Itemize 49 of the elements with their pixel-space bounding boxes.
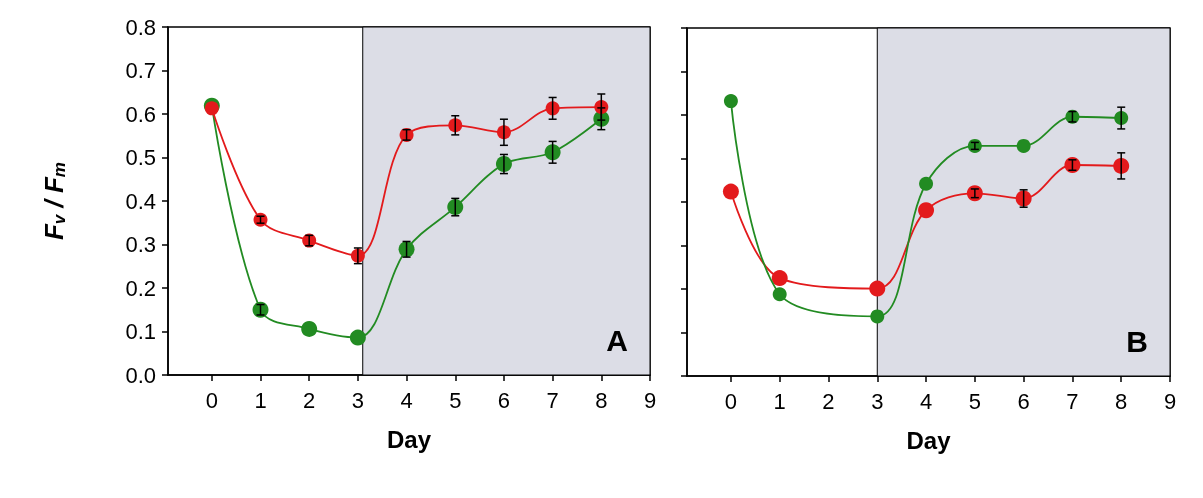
- y-tick-label: 0.8: [125, 14, 156, 40]
- y-axis-title: Fv / Fm: [38, 161, 69, 241]
- point: [723, 94, 738, 109]
- x-tick-label: 6: [1017, 388, 1030, 414]
- y-tick-label: 0.0: [125, 362, 156, 388]
- annotation: B: [1126, 324, 1149, 358]
- point: [301, 320, 318, 337]
- point: [870, 309, 885, 324]
- x-tick-label: 4: [919, 388, 933, 414]
- y-tick-label: 0.7: [125, 58, 156, 83]
- x-tick-label: 2: [303, 387, 316, 413]
- y-tick-label: 0.6: [125, 101, 156, 127]
- point: [447, 199, 464, 216]
- x-tick-label: 7: [1066, 388, 1079, 414]
- x-tick-label: 2: [822, 388, 835, 414]
- point: [771, 270, 788, 287]
- y-tick-label: 0.3: [125, 232, 156, 257]
- point: [349, 329, 366, 346]
- point: [722, 183, 739, 200]
- y-tick-label: 0.2: [125, 275, 156, 301]
- x-tick-label: 0: [205, 387, 218, 413]
- point: [544, 144, 561, 161]
- x-axis-title: Day: [386, 425, 432, 453]
- point: [1016, 138, 1031, 153]
- point: [772, 287, 787, 302]
- point: [869, 280, 886, 297]
- x-tick-label: 1: [773, 388, 786, 414]
- x-tick-label: 4: [400, 387, 413, 413]
- point: [448, 118, 463, 133]
- x-tick-label: 3: [871, 388, 884, 414]
- annotation: A: [606, 323, 629, 357]
- x-tick-label: 6: [497, 387, 511, 413]
- x-tick-label: 7: [546, 387, 559, 413]
- x-tick-label: 1: [254, 387, 267, 413]
- x-tick-label: 9: [643, 387, 657, 413]
- y-tick-label: 0.1: [125, 319, 156, 344]
- x-tick-label: 5: [449, 387, 462, 413]
- y-tick-label: 0.4: [125, 188, 156, 214]
- x-axis-title: Day: [906, 426, 952, 454]
- y-tick-label: 0.5: [125, 145, 156, 170]
- x-tick-label: 9: [1163, 388, 1177, 414]
- x-tick-label: 8: [1115, 388, 1128, 414]
- x-tick-label: 5: [968, 388, 981, 414]
- x-tick-label: 8: [595, 387, 608, 413]
- x-tick-label: 3: [351, 387, 364, 413]
- point: [919, 176, 934, 191]
- x-tick-label: 0: [724, 388, 738, 414]
- point: [918, 202, 935, 219]
- point: [204, 101, 219, 116]
